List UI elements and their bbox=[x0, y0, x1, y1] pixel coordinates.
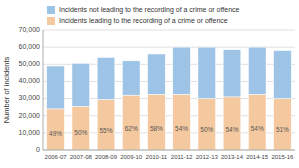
x-axis-line bbox=[43, 150, 295, 151]
share-label: 55% bbox=[99, 127, 112, 134]
share-label: 51% bbox=[276, 126, 289, 133]
y-axis-line bbox=[43, 30, 44, 150]
y-tick-label: 40,000 bbox=[19, 77, 41, 84]
bar bbox=[198, 47, 216, 98]
x-tick-label: 2013-14 bbox=[221, 154, 244, 160]
bar bbox=[223, 50, 241, 97]
grid bbox=[43, 30, 295, 150]
share-label: 49% bbox=[49, 130, 62, 137]
chart: 0 10,000 20,000 30,000 40,000 50,000 60,000 70,… bbox=[0, 0, 299, 168]
share-label: 50% bbox=[74, 129, 87, 136]
y-tick-label: 10,000 bbox=[19, 129, 41, 136]
share-label: 54% bbox=[175, 125, 188, 132]
x-tick-label: 2011-12 bbox=[171, 154, 193, 160]
bar bbox=[122, 95, 140, 150]
legend-swatch bbox=[47, 6, 55, 14]
bar bbox=[173, 47, 191, 94]
bar bbox=[72, 63, 90, 106]
share-label: 50% bbox=[200, 126, 213, 133]
bar bbox=[97, 99, 115, 150]
bar bbox=[274, 99, 292, 150]
x-tick-label: 2015-16 bbox=[271, 154, 294, 160]
share-label: 62% bbox=[125, 125, 138, 132]
legend-label: Incidents leading to the recording of a … bbox=[59, 17, 228, 25]
bar bbox=[223, 97, 241, 150]
legend-label: Incidents not leading to the recording o… bbox=[59, 6, 240, 14]
y-tick-label: 50,000 bbox=[19, 60, 41, 67]
y-tick-label: 0 bbox=[36, 146, 40, 153]
bar bbox=[248, 47, 266, 94]
legend-swatch bbox=[47, 17, 55, 25]
x-tick-label: 2010-11 bbox=[146, 154, 168, 160]
bar bbox=[274, 51, 292, 99]
grid-line bbox=[43, 30, 295, 31]
bar bbox=[97, 57, 115, 99]
x-tick-label: 2012-13 bbox=[196, 154, 219, 160]
grid-line bbox=[43, 150, 295, 151]
y-axis-label: Number of incidents bbox=[2, 56, 11, 123]
y-axis: 0 10,000 20,000 30,000 40,000 50,000 60,000 70,… bbox=[19, 26, 41, 153]
bar bbox=[122, 61, 140, 95]
bar bbox=[47, 66, 65, 109]
bar bbox=[148, 94, 166, 150]
bar bbox=[47, 109, 65, 150]
x-tick-label: 2014-15 bbox=[246, 154, 269, 160]
share-label: 58% bbox=[150, 125, 163, 132]
bar bbox=[148, 54, 166, 94]
y-tick-label: 60,000 bbox=[19, 43, 41, 50]
share-label: 54% bbox=[225, 126, 238, 133]
x-tick-label: 2009-10 bbox=[120, 154, 143, 160]
bar bbox=[198, 99, 216, 150]
y-tick-label: 70,000 bbox=[19, 26, 41, 33]
legend: Incidents not leading to the recording o… bbox=[47, 6, 240, 25]
x-tick-label: 2008-09 bbox=[95, 154, 118, 160]
bars bbox=[47, 47, 291, 150]
bar bbox=[173, 94, 191, 150]
x-tick-label: 2007-08 bbox=[70, 154, 93, 160]
y-tick-label: 30,000 bbox=[19, 94, 41, 101]
x-tick-label: 2006-07 bbox=[45, 154, 68, 160]
bar bbox=[248, 94, 266, 150]
share-label: 54% bbox=[251, 125, 264, 132]
data-labels: 49% 50% 55% 62% 58% 54% 50% 54% 54% 51% bbox=[49, 125, 289, 138]
x-axis: 2006-072007-082008-092009-102010-112011-… bbox=[45, 154, 294, 160]
y-tick-label: 20,000 bbox=[19, 112, 41, 119]
bar bbox=[72, 106, 90, 150]
